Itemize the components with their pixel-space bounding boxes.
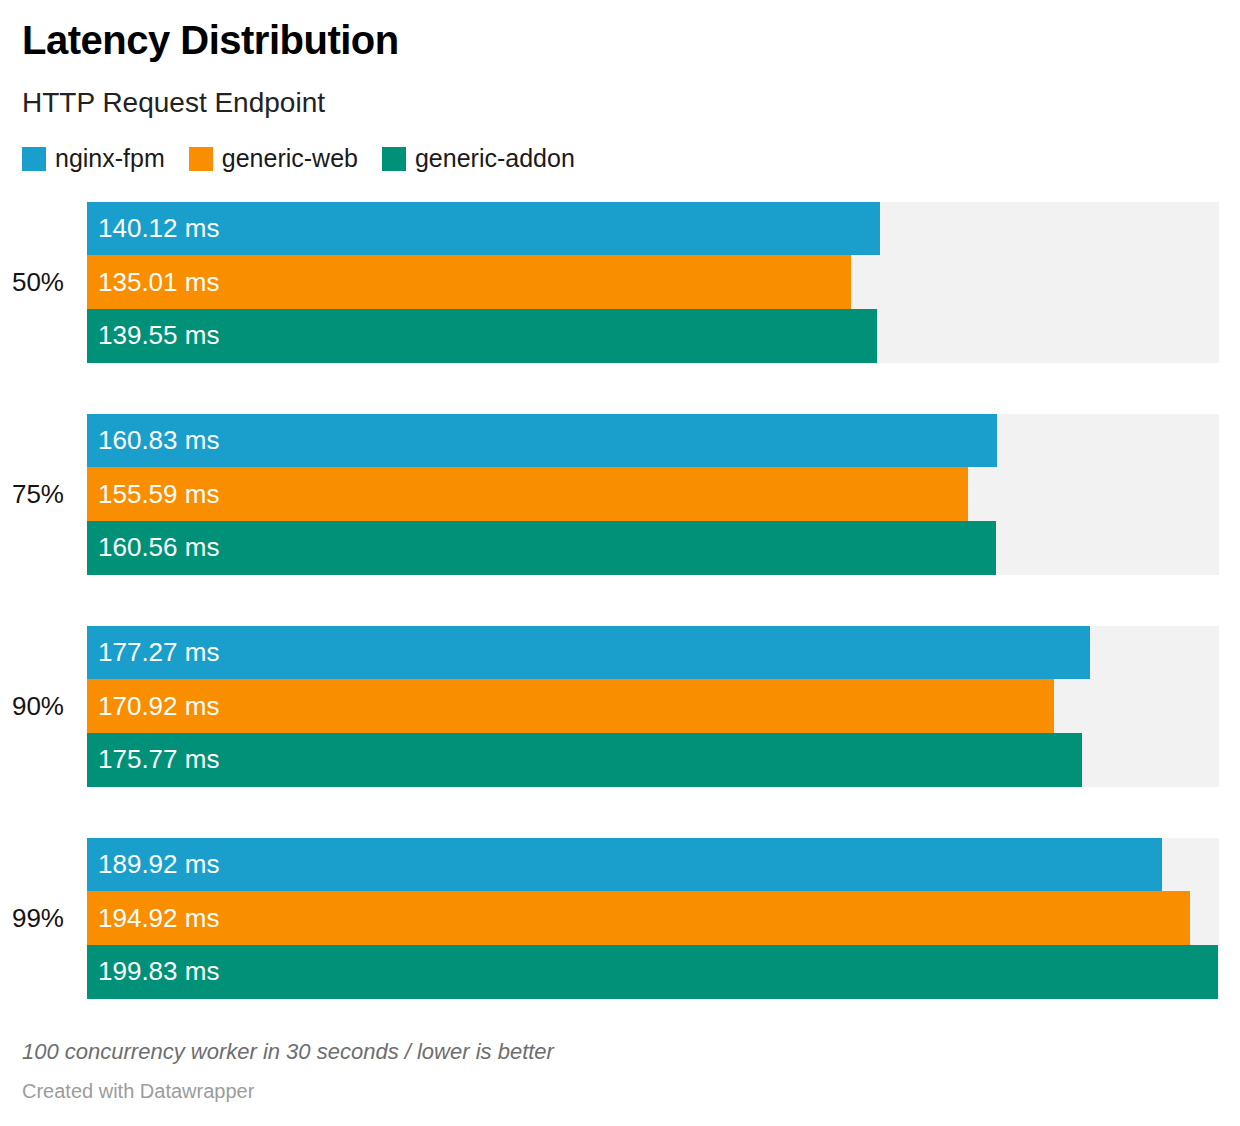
bar-generic-addon-99pct[interactable]: 199.83 ms [87, 945, 1218, 999]
chart-header: Latency Distribution HTTP Request Endpoi… [0, 0, 1240, 120]
bar-nginx-fpm-90pct[interactable]: 177.27 ms [87, 626, 1090, 680]
bar-nginx-fpm-50pct[interactable]: 140.12 ms [87, 202, 880, 256]
legend-item-generic-addon: generic-addon [382, 144, 575, 173]
chart-subtitle: HTTP Request Endpoint [22, 86, 1219, 120]
bar-track: 140.12 ms135.01 ms139.55 ms [87, 202, 1219, 363]
legend-label: generic-addon [415, 144, 575, 173]
group-label: 75% [0, 479, 87, 510]
bar-group-50pct: 50%140.12 ms135.01 ms139.55 ms [0, 202, 1219, 363]
bar-track: 177.27 ms170.92 ms175.77 ms [87, 626, 1219, 787]
bar-generic-addon-75pct[interactable]: 160.56 ms [87, 521, 996, 575]
chart-title: Latency Distribution [22, 16, 1219, 64]
chart-page: Latency Distribution HTTP Request Endpoi… [0, 0, 1240, 1126]
bar-generic-web-90pct[interactable]: 170.92 ms [87, 679, 1054, 733]
bar-generic-addon-90pct[interactable]: 175.77 ms [87, 733, 1082, 787]
bar-track: 189.92 ms194.92 ms199.83 ms [87, 838, 1219, 999]
bar-generic-web-99pct[interactable]: 194.92 ms [87, 891, 1190, 945]
bar-group-90pct: 90%177.27 ms170.92 ms175.77 ms [0, 626, 1219, 787]
legend-swatch-icon [189, 147, 213, 171]
group-label: 50% [0, 267, 87, 298]
bar-nginx-fpm-99pct[interactable]: 189.92 ms [87, 838, 1162, 892]
legend-swatch-icon [382, 147, 406, 171]
group-label: 99% [0, 903, 87, 934]
legend-item-nginx-fpm: nginx-fpm [22, 144, 165, 173]
bar-chart: 50%140.12 ms135.01 ms139.55 ms 75%160.83 … [0, 202, 1240, 999]
bar-group-75pct: 75%160.83 ms155.59 ms160.56 ms [0, 414, 1219, 575]
chart-footer: 100 concurrency worker in 30 seconds / l… [22, 1039, 1219, 1103]
group-label: 90% [0, 691, 87, 722]
legend-item-generic-web: generic-web [189, 144, 358, 173]
legend-label: nginx-fpm [55, 144, 165, 173]
legend-label: generic-web [222, 144, 358, 173]
bar-generic-web-75pct[interactable]: 155.59 ms [87, 467, 968, 521]
chart-note: 100 concurrency worker in 30 seconds / l… [22, 1039, 1219, 1065]
legend-swatch-icon [22, 147, 46, 171]
bar-generic-web-50pct[interactable]: 135.01 ms [87, 255, 851, 309]
bar-generic-addon-50pct[interactable]: 139.55 ms [87, 309, 877, 363]
bar-track: 160.83 ms155.59 ms160.56 ms [87, 414, 1219, 575]
chart-legend: nginx-fpm generic-web generic-addon [22, 146, 1240, 172]
datawrapper-attribution: Created with Datawrapper [22, 1079, 1219, 1103]
bar-group-99pct: 99%189.92 ms194.92 ms199.83 ms [0, 838, 1219, 999]
bar-nginx-fpm-75pct[interactable]: 160.83 ms [87, 414, 997, 468]
